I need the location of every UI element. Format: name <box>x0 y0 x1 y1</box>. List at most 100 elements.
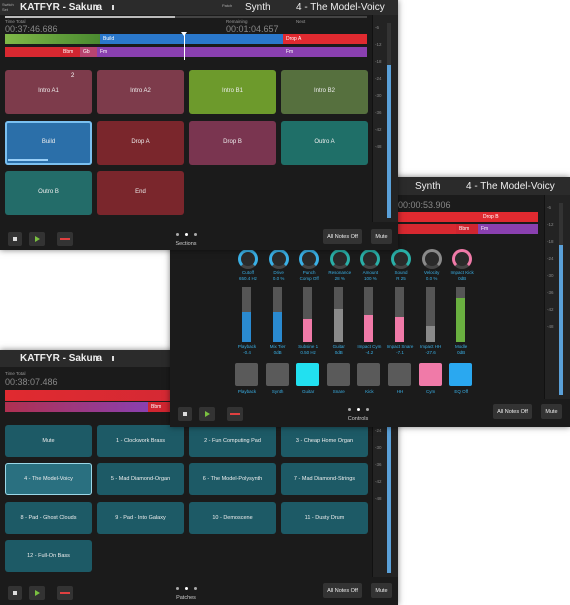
patch-button[interactable]: 10 - Demoscene <box>189 502 276 534</box>
stop-icon <box>13 591 17 595</box>
toggle-button[interactable] <box>235 363 258 386</box>
fader-value: 0.50 Hz <box>300 350 316 355</box>
section-pad[interactable] <box>189 121 276 165</box>
toggle-button[interactable] <box>265 363 289 386</box>
patch-button[interactable]: 8 - Pad - Ghost Clouds <box>5 502 92 534</box>
knob[interactable] <box>268 249 289 269</box>
knob[interactable] <box>421 249 442 269</box>
meter-tick-label: -48 <box>547 324 554 329</box>
toggle-button[interactable] <box>418 363 442 386</box>
section-pad[interactable] <box>97 121 184 165</box>
patch-name: 4 - The Model-Voicy <box>466 181 555 192</box>
all-notes-off-button[interactable]: All Notes Off <box>493 404 532 419</box>
arrangement-label: Drop B <box>483 214 499 220</box>
all-notes-off-button[interactable]: All Notes Off <box>323 583 362 598</box>
fader-value: -27.6 <box>425 350 436 355</box>
remaining-label: Remaining <box>226 19 248 24</box>
section-pad[interactable] <box>281 121 368 165</box>
knob-value: 0.0 % <box>425 276 438 281</box>
section-pad-label: Intro B1 <box>221 88 243 94</box>
all-notes-off-button[interactable]: All Notes Off <box>323 229 362 244</box>
play-icon <box>205 411 210 417</box>
fader-value: 0dB <box>273 350 282 355</box>
sync-icon <box>96 356 114 361</box>
arrangement-segment <box>100 34 283 44</box>
knob[interactable] <box>391 249 411 269</box>
patch-button[interactable]: 5 - Mad Diamond-Organ <box>97 463 184 495</box>
meter-tick-label: -24 <box>375 76 382 81</box>
patch-button[interactable]: 6 - The Model-Polysynth <box>189 463 276 495</box>
section-pad-label: End <box>135 189 146 195</box>
stop-icon <box>183 412 187 416</box>
fader-value: -7.1 <box>396 350 404 355</box>
section-pad[interactable] <box>97 70 184 114</box>
fader-label: Mix Tier <box>269 344 286 349</box>
knob-label: Punch <box>302 270 316 275</box>
section-pad-label: Intro B2 <box>313 88 335 94</box>
toggle-button[interactable] <box>357 363 381 386</box>
patch-button[interactable]: 2 - Fun Computing Pad <box>189 425 276 457</box>
patch-button[interactable]: 3 - Cheap Home Organ <box>281 425 368 457</box>
fader-level <box>456 298 466 342</box>
page-dot <box>348 408 351 411</box>
fader-level <box>333 309 343 342</box>
arrangement-segment <box>60 47 80 57</box>
meter-level <box>387 65 391 218</box>
patch-button[interactable]: 4 - The Model-Voicy <box>5 463 92 495</box>
arrangement-label: Gb <box>83 49 90 55</box>
mute-button[interactable]: Mute <box>371 583 392 598</box>
time-total: 00:38:07.486 <box>5 377 58 387</box>
knob[interactable] <box>299 249 320 269</box>
arrangement-segment <box>283 47 367 57</box>
set-label: Switch Set <box>2 2 14 12</box>
meter-tick-label: -12 <box>375 42 382 47</box>
section-pad[interactable] <box>281 70 368 114</box>
toggle-button[interactable] <box>296 363 320 386</box>
patch-button[interactable]: 12 - Full-On Bass <box>5 540 92 572</box>
meter-tick-label: -6 <box>547 205 552 210</box>
section-pad[interactable] <box>97 171 184 215</box>
progress-fill <box>5 16 175 18</box>
arrangement-label: Fm <box>286 49 294 55</box>
toggle-button[interactable] <box>388 363 411 386</box>
page-dot <box>366 408 369 411</box>
toggle-button[interactable] <box>449 363 473 386</box>
page-dot <box>194 233 197 236</box>
arrangement-segment <box>5 47 60 57</box>
patch-button[interactable]: 11 - Dusty Drum <box>281 502 368 534</box>
fader-label: Subsine 1 <box>298 344 319 349</box>
section-pad[interactable] <box>5 171 92 215</box>
knob[interactable] <box>452 249 473 269</box>
knob[interactable] <box>360 249 381 269</box>
patch-button[interactable]: 7 - Mad Diamond-Strings <box>281 463 368 495</box>
meter-tick-label: -36 <box>375 462 382 467</box>
section-pad-label: Outro A <box>314 139 335 145</box>
patch-button[interactable]: Mute <box>5 425 92 457</box>
mute-button[interactable]: Mute <box>371 229 392 244</box>
fader-label: Impact HH <box>419 344 442 349</box>
fader-track[interactable] <box>395 287 404 342</box>
sections-screen: Switch Set KATFYR - Sakura Patch Synth 4 - T… <box>0 0 398 250</box>
knob-label: Impact Kick <box>450 270 474 275</box>
section-pad[interactable] <box>5 70 92 114</box>
meter-tick-label: -30 <box>375 445 382 450</box>
section-pad[interactable] <box>5 121 92 165</box>
knob[interactable] <box>329 249 350 269</box>
fader-level <box>425 325 435 342</box>
patch-button[interactable]: 9 - Pad - Into Galaxy <box>97 502 184 534</box>
page-dot <box>357 408 360 411</box>
toggle-button[interactable] <box>326 363 350 386</box>
fader-level <box>242 311 251 342</box>
fader-track[interactable] <box>303 287 313 342</box>
meter-tick-label: -48 <box>375 144 382 149</box>
mute-button[interactable]: Mute <box>541 404 562 419</box>
knob[interactable] <box>238 249 258 269</box>
patch-button[interactable]: 1 - Clockwork Brass <box>97 425 184 457</box>
knob-label: Velocity <box>423 270 440 275</box>
knob-label: Resonance <box>328 270 352 275</box>
fader-track[interactable] <box>425 287 435 342</box>
section-pad[interactable] <box>189 70 276 114</box>
meter-tick-label: -18 <box>375 59 382 64</box>
arrangement-label: Bbm <box>63 49 74 55</box>
arrangement-segment <box>480 212 538 222</box>
